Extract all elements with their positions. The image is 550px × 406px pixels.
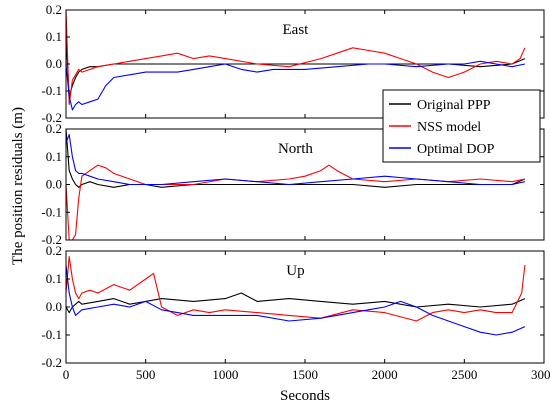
- y-tick-label: 0.0: [46, 299, 62, 314]
- x-tick-label: 1500: [292, 367, 318, 382]
- series-line-up-1: [65, 256, 526, 322]
- y-tick-label: -0.2: [41, 232, 62, 247]
- y-tick-label: 0.1: [46, 271, 62, 286]
- y-tick-label: -0.1: [41, 204, 62, 219]
- legend-entry-0: Original PPP: [417, 98, 491, 113]
- panel-frame-up: [65, 250, 545, 364]
- panel-title-north: North: [278, 141, 313, 157]
- series-line-east-1: [65, 9, 526, 106]
- y-tick-label: -0.2: [41, 110, 62, 125]
- y-tick-label: 0.1: [46, 149, 62, 164]
- x-axis-title: Seconds: [280, 388, 330, 404]
- x-tick-label: 2500: [451, 367, 477, 382]
- x-tick-label: 1000: [212, 367, 238, 382]
- x-tick-label: 2000: [372, 367, 398, 382]
- legend-entry-2: Optimal DOP: [417, 142, 495, 157]
- x-tick-label: 0: [63, 367, 70, 382]
- panel-title-up: Up: [286, 263, 304, 279]
- y-tick-label: -0.1: [41, 83, 62, 98]
- series-line-up-2: [65, 264, 526, 336]
- y-axis-title: The position residuals (m): [10, 107, 26, 265]
- y-tick-label: 0.0: [46, 177, 62, 192]
- series-line-north-0: [65, 128, 526, 188]
- y-tick-label: 0.2: [46, 243, 62, 258]
- x-tick-label: 3000: [531, 367, 550, 382]
- x-tick-label: 500: [136, 367, 156, 382]
- series-line-east-0: [65, 36, 526, 97]
- series-line-north-1: [65, 164, 526, 241]
- y-tick-label: 0.2: [46, 2, 62, 17]
- legend-entry-1: NSS model: [417, 120, 481, 135]
- y-tick-label: -0.1: [41, 327, 62, 342]
- series-line-north-2: [65, 134, 526, 186]
- y-tick-label: 0.0: [46, 56, 62, 71]
- y-tick-label: 0.2: [46, 121, 62, 136]
- panel-title-east: East: [283, 22, 310, 38]
- y-tick-label: -0.2: [41, 355, 62, 370]
- series-line-up-0: [65, 292, 526, 314]
- y-tick-label: 0.1: [46, 29, 62, 44]
- series-line-east-2: [65, 60, 526, 111]
